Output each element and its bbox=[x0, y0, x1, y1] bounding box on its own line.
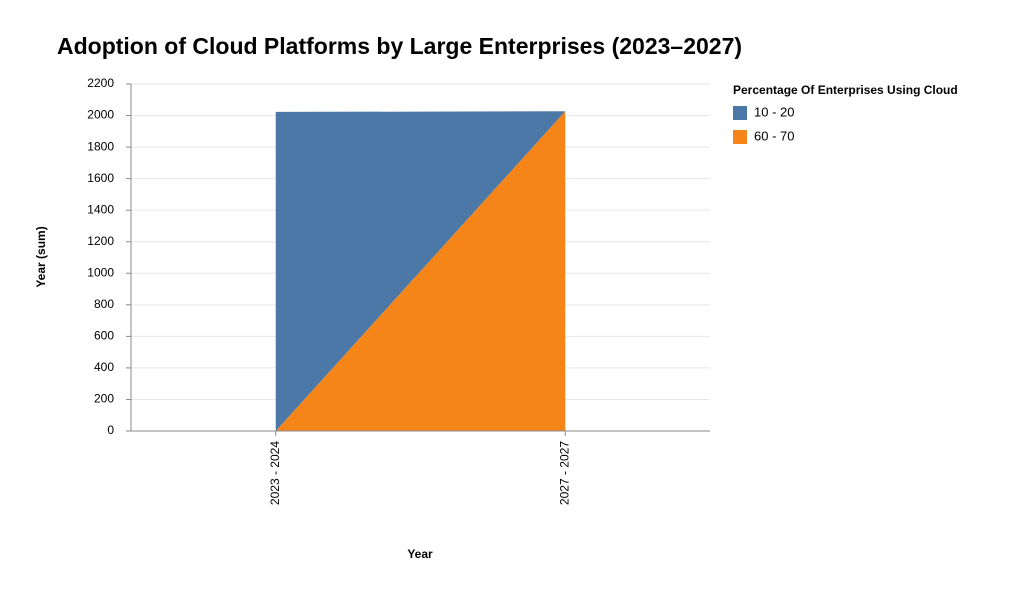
legend-title: Percentage Of Enterprises Using Cloud bbox=[733, 83, 958, 97]
legend-label: 10 - 20 bbox=[754, 104, 794, 119]
legend-label: 60 - 70 bbox=[754, 128, 794, 143]
y-tick-label: 1000 bbox=[87, 265, 114, 279]
y-tick-label: 400 bbox=[94, 360, 114, 374]
y-tick-label: 1800 bbox=[87, 139, 114, 153]
legend-swatch bbox=[733, 130, 747, 144]
y-tick-label: 1200 bbox=[87, 234, 114, 248]
y-tick-label: 2200 bbox=[87, 76, 114, 90]
y-tick-label: 1400 bbox=[87, 202, 114, 216]
y-tick-label: 0 bbox=[107, 423, 114, 437]
y-tick-label: 600 bbox=[94, 329, 114, 343]
x-axis-title: Year bbox=[407, 547, 433, 561]
chart-title: Adoption of Cloud Platforms by Large Ent… bbox=[57, 33, 742, 59]
y-tick-label: 1600 bbox=[87, 171, 114, 185]
y-tick-label: 2000 bbox=[87, 108, 114, 122]
y-axis-title: Year (sum) bbox=[34, 226, 48, 287]
y-tick-label: 200 bbox=[94, 392, 114, 406]
legend-swatch bbox=[733, 106, 747, 120]
x-tick-label: 2027 - 2027 bbox=[557, 441, 571, 505]
area bbox=[275, 111, 566, 432]
y-tick-label: 800 bbox=[94, 297, 114, 311]
x-tick-label: 2023 - 2024 bbox=[268, 441, 282, 505]
